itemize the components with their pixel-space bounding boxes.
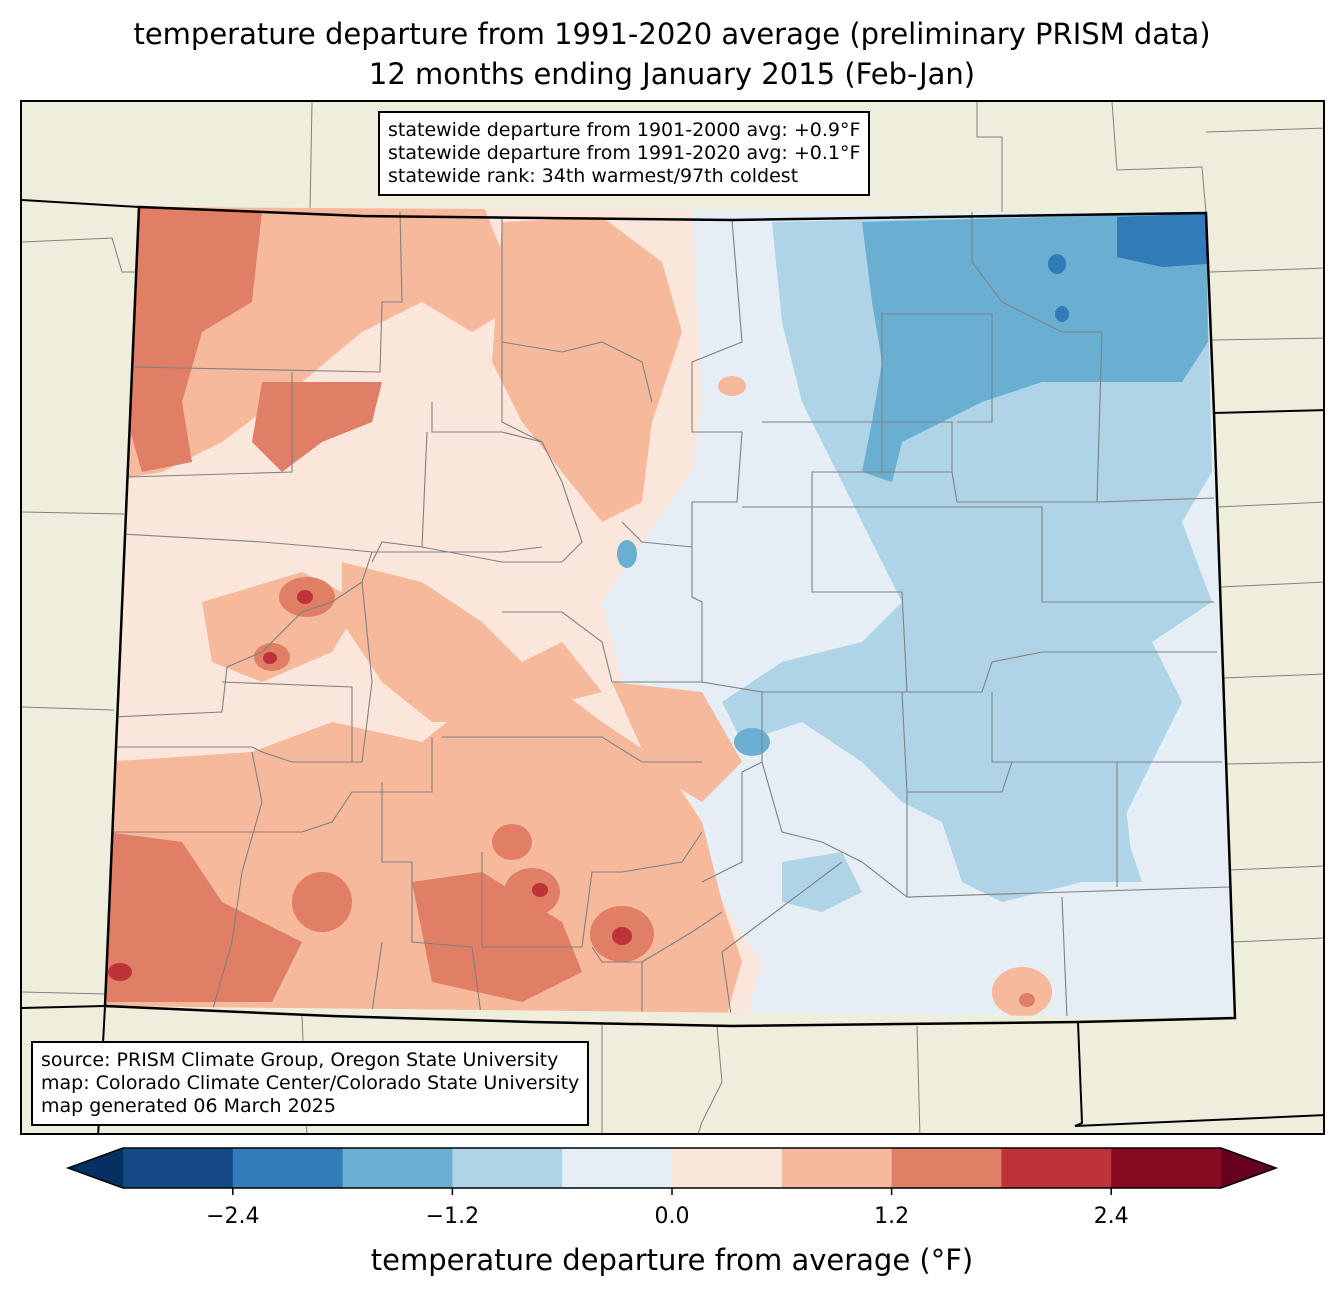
colorado-border	[103, 205, 1237, 1028]
colorbar-segment	[891, 1148, 1002, 1188]
colorbar-segment	[1001, 1148, 1112, 1188]
colorbar-segment	[452, 1148, 563, 1188]
neighbor-county-lines	[22, 102, 1323, 1133]
colorbar-segment	[123, 1148, 234, 1188]
colorbar-segment	[781, 1148, 893, 1188]
map-title-line-1: temperature departure from 1991-2020 ave…	[133, 17, 1211, 51]
colorbar-label: temperature departure from average (°F)	[370, 1243, 974, 1277]
colorbar-segment	[232, 1148, 344, 1188]
map-panel	[20, 100, 1325, 1135]
stats-departure-1901-2000: statewide departure from 1901-2000 avg: …	[388, 119, 861, 141]
statewide-stats-box: statewide departure from 1901-2000 avg: …	[378, 111, 871, 196]
colorado-map	[22, 102, 1323, 1133]
colorbar-segment	[342, 1148, 453, 1188]
map-credit-line: map: Colorado Climate Center/Colorado St…	[41, 1072, 580, 1094]
generated-date-line: map generated 06 March 2025	[41, 1095, 336, 1117]
colorbar-tick-label: −2.4	[206, 1204, 260, 1229]
colorbar-segment	[1111, 1148, 1222, 1188]
source-line: source: PRISM Climate Group, Oregon Stat…	[41, 1049, 559, 1071]
colorbar-tick-label: 1.2	[874, 1204, 910, 1229]
colorbar-segment	[672, 1148, 783, 1188]
stats-rank: statewide rank: 34th warmest/97th coldes…	[388, 165, 799, 187]
colorbar-extend-high	[1221, 1148, 1276, 1188]
temperature-departure-field	[105, 207, 1235, 1018]
source-info-box: source: PRISM Climate Group, Oregon Stat…	[31, 1041, 590, 1126]
colorbar-tick-label: 0.0	[654, 1204, 690, 1229]
colorbar-outline	[65, 1147, 1279, 1189]
map-title-line-2: 12 months ending January 2015 (Feb-Jan)	[368, 57, 976, 91]
county-lines	[111, 211, 1231, 1018]
stats-departure-1991-2020: statewide departure from 1991-2020 avg: …	[388, 142, 861, 164]
colorbar-tick-label: −1.2	[425, 1204, 480, 1229]
colorbar-extend-low	[68, 1148, 123, 1188]
colorbar	[65, 1147, 1279, 1195]
colorbar-tick-label: 2.4	[1093, 1204, 1129, 1229]
colorbar-segment	[562, 1148, 673, 1188]
